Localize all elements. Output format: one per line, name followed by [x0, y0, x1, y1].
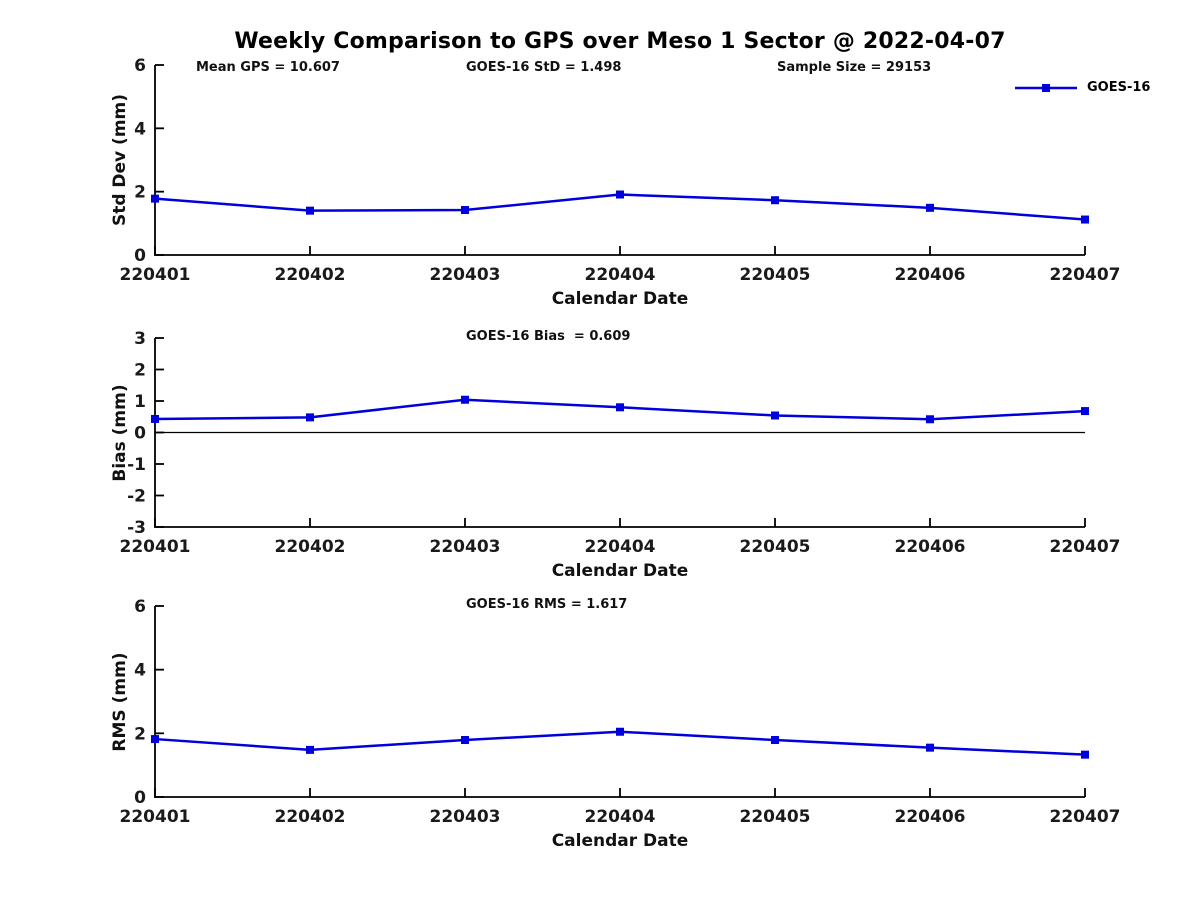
- data-point-marker: [926, 203, 934, 212]
- data-point-marker: [151, 735, 159, 744]
- annotation-mean-gps: Mean GPS = 10.607: [196, 60, 340, 75]
- x-tick-label: 220403: [430, 265, 501, 285]
- data-point-marker: [616, 190, 624, 199]
- x-tick-label: 220401: [120, 537, 191, 557]
- x-tick-label: 220407: [1050, 265, 1121, 285]
- y-tick-label: -3: [127, 518, 146, 538]
- data-point-marker: [151, 414, 159, 423]
- x-tick-label: 220407: [1050, 807, 1121, 827]
- data-point-marker: [1081, 407, 1089, 416]
- data-point-marker: [461, 395, 469, 404]
- x-tick-label: 220404: [585, 807, 656, 827]
- x-tick-label: 220404: [585, 537, 656, 557]
- subplot-bias: -3 -2 -1 0 1 2 3 220401 220402 220403 220404 220405…: [120, 329, 1121, 557]
- data-point-marker: [926, 743, 934, 752]
- legend-line-icon: [1015, 83, 1077, 92]
- y-tick-label: 2: [134, 361, 146, 381]
- data-point-marker: [306, 745, 314, 754]
- data-point-marker: [926, 415, 934, 424]
- y-tick-label: 4: [134, 661, 146, 681]
- data-point-marker: [616, 403, 624, 412]
- legend: GOES-16: [1013, 80, 1150, 95]
- data-point-marker: [151, 194, 159, 203]
- y-tick-label: -1: [127, 455, 146, 475]
- annotation-goes16-std: GOES-16 StD = 1.498: [466, 60, 622, 75]
- annotation-goes16-bias: GOES-16 Bias = 0.609: [466, 329, 631, 344]
- x-tick-label: 220405: [740, 537, 811, 557]
- data-point-marker: [771, 196, 779, 205]
- xlabel-calendar-date-2: Calendar Date: [551, 561, 689, 581]
- y-tick-label: 2: [134, 724, 146, 744]
- data-point-marker: [1081, 750, 1089, 759]
- data-point-marker: [306, 413, 314, 422]
- annotation-goes16-rms: GOES-16 RMS = 1.617: [466, 597, 628, 612]
- data-point-marker: [616, 727, 624, 736]
- figure-title: Weekly Comparison to GPS over Meso 1 Sec…: [234, 29, 1006, 54]
- x-tick-label: 220405: [740, 807, 811, 827]
- data-point-marker: [771, 736, 779, 745]
- subplot-rms: 0 2 4 6 220401 220402 220403 220404 220405 220406…: [120, 597, 1121, 827]
- x-tick-label: 220406: [895, 265, 966, 285]
- data-point-marker: [461, 206, 469, 215]
- y-tick-label: 2: [134, 183, 146, 203]
- x-tick-label: 220406: [895, 807, 966, 827]
- xlabel-calendar-date-1: Calendar Date: [551, 289, 689, 309]
- x-tick-label: 220406: [895, 537, 966, 557]
- x-tick-label: 220401: [120, 807, 191, 827]
- y-tick-label: 0: [134, 246, 146, 266]
- y-tick-label: -2: [127, 487, 146, 507]
- x-tick-label: 220403: [430, 807, 501, 827]
- data-point-marker: [1081, 215, 1089, 224]
- legend-label: GOES-16: [1087, 80, 1151, 95]
- y-tick-label: 1: [134, 392, 146, 412]
- x-tick-label: 220402: [275, 265, 346, 285]
- x-tick-label: 220402: [275, 537, 346, 557]
- y-tick-label: 0: [134, 788, 146, 808]
- x-tick-label: 220405: [740, 265, 811, 285]
- y-tick-label: 3: [134, 329, 146, 349]
- y-tick-label: 0: [134, 424, 146, 444]
- annotation-sample-size: Sample Size = 29153: [777, 60, 932, 75]
- data-point-marker: [461, 736, 469, 745]
- subplot-std-dev: 0 2 4 6 220401 220402 220403 220404 220405 220406…: [120, 56, 1121, 285]
- x-tick-label: 220404: [585, 265, 656, 285]
- x-tick-label: 220407: [1050, 537, 1121, 557]
- xlabel-calendar-date-3: Calendar Date: [551, 831, 689, 851]
- x-tick-label: 220401: [120, 265, 191, 285]
- x-tick-label: 220402: [275, 807, 346, 827]
- data-point-marker: [771, 411, 779, 420]
- data-point-marker: [306, 206, 314, 215]
- x-tick-label: 220403: [430, 537, 501, 557]
- y-tick-label: 6: [134, 56, 146, 76]
- y-tick-label: 6: [134, 597, 146, 617]
- y-tick-label: 4: [134, 119, 146, 139]
